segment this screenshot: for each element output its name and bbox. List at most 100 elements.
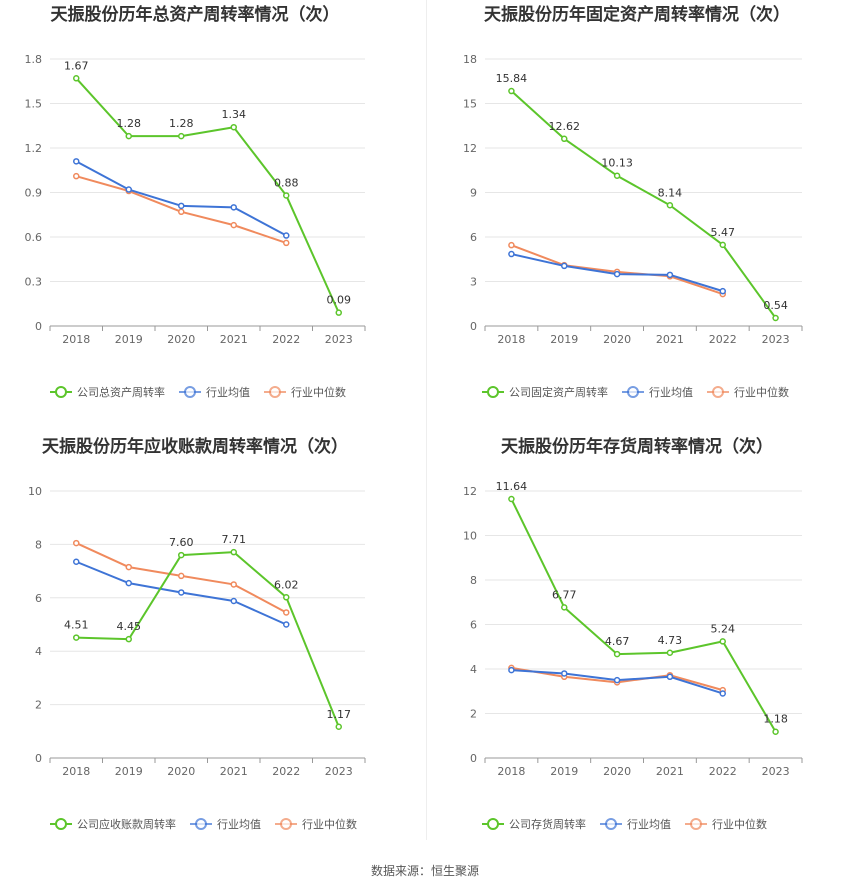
legend-marker-company [487,818,499,830]
x-tick-label: 2023 [762,765,790,778]
data-label: 0.88 [274,176,299,189]
legend-label-median: 行业中位数 [291,385,346,399]
legend-label-avg: 行业均值 [649,386,693,399]
y-tick-label: 9 [470,187,477,200]
data-label: 6.77 [552,588,577,601]
data-point-median [230,221,237,229]
data-point-avg [613,676,621,684]
data-point-company [613,650,621,658]
y-tick-label: 0 [35,752,42,765]
y-tick-label: 8 [470,574,477,587]
series-line-avg [75,160,287,237]
data-point-median [73,539,80,547]
data-point-avg [283,621,290,628]
data-label: 4.73 [658,634,683,647]
data-point-median [178,208,185,216]
x-tick-label: 2018 [62,765,90,778]
data-point-company [561,135,568,143]
chart-title: 天振股份历年应收账款周转率情况（次） [42,436,348,457]
legend-marker-median [269,386,281,398]
x-tick-label: 2021 [220,333,248,346]
data-point-avg [230,204,237,211]
data-label: 1.67 [64,59,89,72]
data-label: 6.02 [274,578,299,591]
data-source-note: 数据来源：恒生聚源 [370,864,479,878]
x-tick-label: 2019 [115,333,143,346]
data-label: 0.09 [327,294,352,307]
data-point-company [719,638,726,645]
data-point-avg [666,271,674,279]
panel-divider [426,0,427,840]
data-point-median [73,172,80,180]
legend-marker-median [280,818,292,830]
y-tick-label: 0 [35,320,42,333]
data-point-company [178,551,185,559]
data-point-company [230,548,237,556]
data-point-company [283,192,290,199]
data-point-company [772,728,779,735]
chart-receivables-turnover: 天振股份历年应收账款周转率情况（次） 0 2 4 6 8 10 2018 2019 2020 202… [28,436,366,831]
x-tick-label: 2022 [709,333,737,346]
series-line-company [76,551,340,728]
data-point-company [561,604,568,611]
y-tick-label: 15 [463,98,477,111]
data-point-median [283,239,290,247]
series-line-company [510,498,777,733]
x-tick-label: 2022 [709,765,737,778]
legend-label-company: 公司总资产周转率 [77,385,165,399]
data-point-median [283,609,290,616]
data-label: 7.60 [169,536,194,549]
data-point-avg [719,690,726,697]
data-label: 1.34 [222,108,247,121]
legend-label-avg: 行业均值 [627,818,671,831]
data-label: 1.18 [763,713,788,726]
data-label: 15.84 [496,72,528,85]
data-point-median [508,241,515,249]
data-point-avg [719,287,726,295]
x-tick-label: 2019 [550,333,578,346]
y-tick-label: 4 [470,663,477,676]
legend-label-company: 公司固定资产周转率 [509,385,608,399]
data-point-company [283,594,290,601]
data-label: 7.71 [222,533,247,546]
chart-inventory-turnover: 天振股份历年存货周转率情况（次） 0 2 4 6 8 10 12 2018 2019 2020 202… [463,436,803,831]
legend: 公司存货周转率 行业均值 行业中位数 [482,817,767,831]
series-line-company [75,77,340,314]
legend-marker-company [55,818,67,830]
y-tick-label: 12 [463,485,477,498]
chart-fixed-asset-turnover: 天振股份历年固定资产周转率情况（次） 0 3 6 9 12 15 18 2018 2019 2020… [463,4,803,399]
y-tick-label: 1.2 [25,142,43,155]
x-tick-label: 2021 [656,333,684,346]
data-label: 0.54 [763,299,788,312]
data-point-avg [283,232,290,239]
y-tick-label: 1.8 [25,53,43,66]
data-label: 1.17 [327,708,352,721]
data-point-avg [73,158,80,165]
legend: 公司应收账款周转率 行业均值 行业中位数 [50,817,357,831]
y-tick-label: 3 [470,276,477,289]
y-tick-label: 6 [35,592,42,605]
y-tick-label: 0 [470,320,477,333]
x-tick-label: 2023 [762,333,790,346]
x-tick-label: 2020 [603,765,631,778]
x-tick-label: 2020 [167,765,195,778]
data-label: 4.67 [605,635,630,648]
legend-marker-avg [627,386,639,398]
data-point-company [125,635,132,643]
legend: 公司固定资产周转率 行业均值 行业中位数 [482,385,789,399]
legend-label-company: 公司存货周转率 [509,817,586,831]
legend-marker-median [712,386,724,398]
data-point-company [335,723,342,731]
data-label: 1.28 [169,117,194,130]
y-tick-label: 0.6 [25,231,43,244]
x-tick-label: 2023 [325,333,353,346]
data-point-avg [613,270,621,278]
y-tick-label: 2 [470,708,477,721]
chart-title: 天振股份历年固定资产周转率情况（次） [484,4,790,25]
x-tick-label: 2023 [325,765,353,778]
x-tick-label: 2018 [497,333,525,346]
y-tick-label: 0.9 [25,187,43,200]
y-tick-label: 10 [463,530,477,543]
data-point-avg [178,202,185,210]
data-label: 5.24 [711,622,736,635]
